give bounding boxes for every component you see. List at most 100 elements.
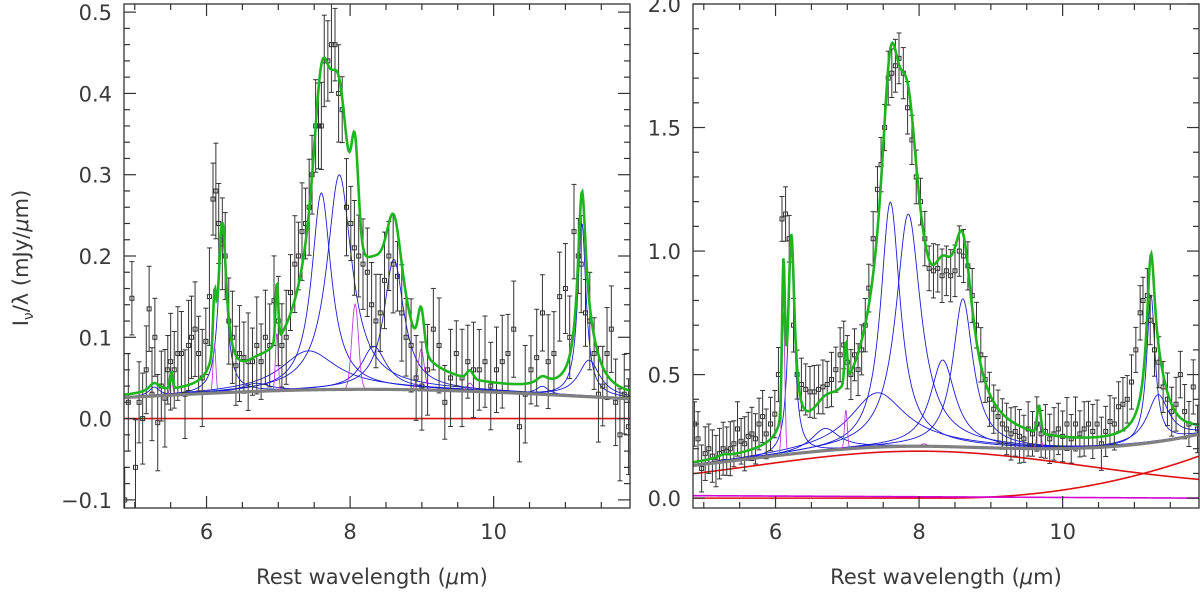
data-marker <box>1133 347 1139 353</box>
data-point <box>328 4 334 93</box>
data-point <box>1164 372 1170 427</box>
data-point <box>1120 377 1126 432</box>
data-marker <box>505 351 511 357</box>
data-marker <box>196 351 202 357</box>
data-marker <box>288 290 294 296</box>
data-marker <box>279 342 285 348</box>
data-marker <box>1190 384 1196 390</box>
data-marker <box>837 352 843 358</box>
data-marker <box>956 248 962 254</box>
data-marker <box>430 326 436 332</box>
data-point <box>373 273 379 369</box>
data-point <box>343 158 349 257</box>
data-marker <box>905 105 911 111</box>
data-point <box>1073 396 1079 452</box>
y-tick-label: 1.5 <box>648 117 681 141</box>
data-marker <box>1182 409 1188 415</box>
data-marker <box>889 70 895 76</box>
data-marker <box>617 432 623 438</box>
data-marker <box>1021 436 1027 442</box>
x-tick-label: 6 <box>769 520 782 544</box>
data-point <box>626 378 630 476</box>
data-marker <box>772 411 778 417</box>
data-marker <box>731 441 737 447</box>
data-point <box>613 358 619 447</box>
data-marker <box>471 367 477 373</box>
data-point <box>430 287 436 371</box>
data-marker <box>168 359 174 365</box>
data-point <box>948 249 954 303</box>
data-point <box>369 262 375 348</box>
data-point <box>351 199 357 296</box>
data-marker <box>390 261 396 267</box>
data-point <box>288 254 294 332</box>
data-marker <box>600 383 606 389</box>
data-point <box>1140 276 1146 325</box>
data-point <box>360 218 366 310</box>
data-marker <box>1137 310 1143 316</box>
data-point <box>779 196 785 242</box>
data-point <box>551 311 557 396</box>
data-marker <box>824 381 830 387</box>
data-point <box>249 327 255 396</box>
data-point <box>1124 375 1130 424</box>
data-marker <box>386 253 392 259</box>
continuum-total <box>124 387 630 401</box>
data-marker <box>465 359 471 365</box>
data-point <box>1103 405 1109 457</box>
data-marker <box>760 414 766 420</box>
data-marker <box>203 338 209 344</box>
data-marker <box>756 421 762 427</box>
y-axis-title: Iν/λ (mJy/μm) <box>9 190 37 327</box>
data-marker <box>165 367 171 373</box>
data-marker <box>258 359 264 365</box>
data-point <box>192 281 198 377</box>
data-point <box>1137 285 1143 341</box>
data-point <box>129 261 135 336</box>
data-point <box>254 296 260 395</box>
data-marker <box>1177 372 1183 378</box>
data-marker <box>408 342 414 348</box>
data-point <box>534 308 540 407</box>
data-marker <box>171 367 177 373</box>
data-point <box>851 328 857 382</box>
data-point <box>1068 414 1074 464</box>
data-point <box>377 273 383 352</box>
data-point <box>210 162 216 236</box>
plot-area <box>124 4 630 508</box>
data-marker <box>155 420 161 426</box>
data-marker <box>1047 436 1053 442</box>
data-point <box>279 303 285 388</box>
data-marker <box>1169 409 1175 415</box>
total-fit <box>124 56 630 396</box>
data-point <box>348 185 354 262</box>
data-point <box>939 248 945 304</box>
data-marker <box>364 269 370 275</box>
data-marker <box>399 310 405 316</box>
data-marker <box>419 383 425 389</box>
data-point <box>995 389 1001 444</box>
data-marker <box>254 342 260 348</box>
data-marker <box>749 431 755 437</box>
data-point <box>1190 359 1196 415</box>
data-marker <box>351 245 357 251</box>
data-marker <box>621 391 627 397</box>
continuum-component-warm-dust <box>693 450 1199 481</box>
x-tick-label: 8 <box>343 520 356 544</box>
data-marker <box>343 204 349 210</box>
data-point <box>1064 397 1070 451</box>
data-point <box>1177 350 1183 399</box>
data-marker <box>571 229 577 235</box>
data-marker <box>237 351 243 357</box>
data-marker <box>833 367 839 373</box>
data-marker <box>870 236 876 242</box>
data-marker <box>413 375 419 381</box>
data-marker <box>348 220 354 226</box>
data-marker <box>373 318 379 324</box>
data-marker <box>626 424 630 430</box>
data-marker <box>233 363 239 369</box>
data-marker <box>292 261 298 267</box>
data-point <box>258 323 264 400</box>
data-point <box>1047 413 1053 464</box>
data-marker <box>1152 347 1158 353</box>
